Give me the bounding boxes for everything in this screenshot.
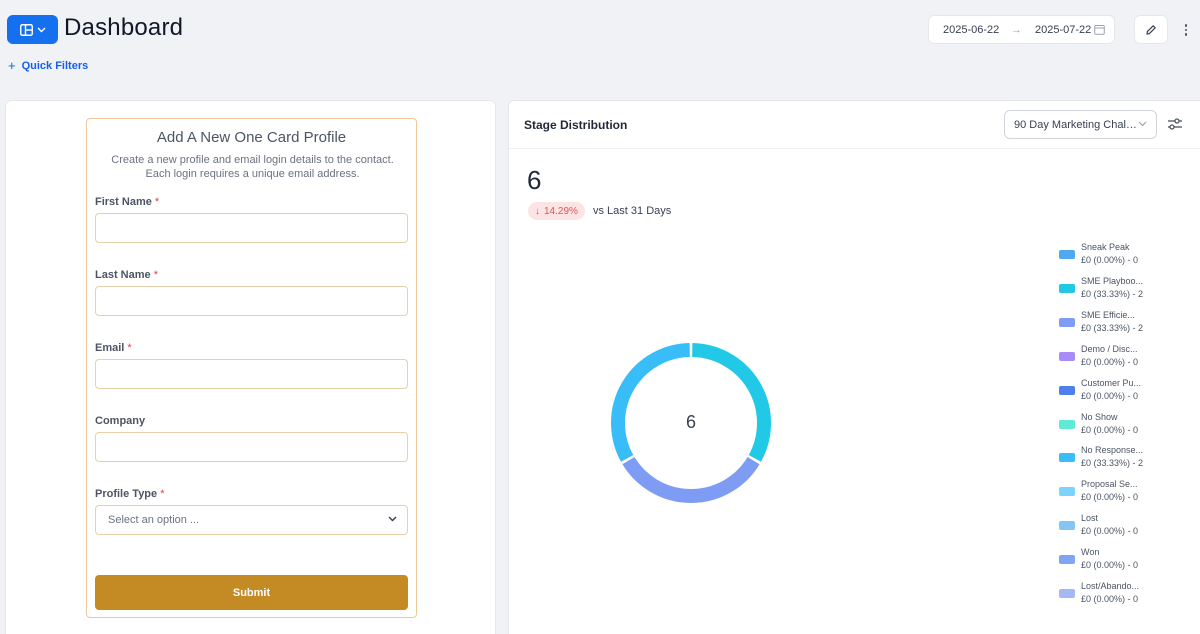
legend-item[interactable]: Won £0 (0.00%) - 0 — [1059, 547, 1159, 575]
legend-swatch — [1059, 487, 1075, 497]
legend-name: SME Playboo... — [1081, 275, 1144, 286]
date-range-picker[interactable]: 2025-06-22 → 2025-07-22 — [928, 15, 1115, 44]
donut-slice[interactable] — [611, 343, 691, 462]
legend-item[interactable]: Customer Pu... £0 (0.00%) - 0 — [1059, 378, 1159, 406]
profile-form-card: Add A New One Card Profile Create a new … — [86, 118, 417, 618]
legend-swatch — [1059, 385, 1075, 395]
legend-value: £0 (0.00%) - 0 — [1081, 424, 1139, 435]
legend-item[interactable]: Lost £0 (0.00%) - 0 — [1059, 513, 1159, 541]
arrow-down-icon: ↓ — [535, 205, 540, 217]
layout-switcher-button[interactable] — [7, 15, 58, 44]
legend-swatch — [1059, 317, 1075, 327]
settings-sliders-icon[interactable] — [1167, 117, 1183, 131]
edit-dashboard-button[interactable] — [1134, 15, 1168, 44]
pencil-icon — [1146, 24, 1156, 35]
legend-swatch — [1059, 521, 1075, 531]
plus-icon: + — [8, 58, 16, 73]
donut-slice[interactable] — [622, 456, 760, 503]
stage-distribution-panel: Stage Distribution 90 Day Marketing Chal… — [508, 100, 1200, 634]
legend-value: £0 (33.33%) - 2 — [1081, 288, 1144, 299]
date-end[interactable]: 2025-07-22 — [1035, 23, 1092, 36]
legend-name: Lost — [1081, 513, 1099, 524]
panel-title: Stage Distribution — [524, 118, 628, 132]
calendar-icon — [1094, 25, 1105, 35]
legend-swatch — [1059, 589, 1075, 598]
legend-name: Lost/Abando... — [1081, 581, 1140, 591]
legend-name: No Response... — [1081, 445, 1144, 456]
legend-swatch — [1059, 555, 1075, 565]
legend-name: Demo / Disc... — [1081, 343, 1138, 354]
pipeline-select[interactable]: 90 Day Marketing Challenge — [1004, 110, 1157, 139]
legend-swatch — [1059, 453, 1075, 463]
legend-value: £0 (0.00%) - 0 — [1081, 492, 1139, 503]
page-title: Dashboard — [64, 14, 184, 41]
company-field[interactable] — [95, 432, 408, 462]
legend-name: Customer Pu... — [1081, 377, 1142, 388]
legend-value: £0 (33.33%) - 2 — [1081, 322, 1144, 333]
legend-swatch — [1059, 283, 1075, 293]
chevron-down-icon — [388, 516, 397, 522]
change-badge: ↓ 14.29% — [528, 202, 585, 220]
quick-filters-button[interactable]: + Quick Filters — [8, 58, 88, 73]
change-percent: 14.29% — [544, 205, 578, 217]
arrow-right-icon: → — [1011, 23, 1022, 36]
legend-value: £0 (0.00%) - 0 — [1081, 390, 1139, 401]
pipeline-select-value: 90 Day Marketing Challenge — [1014, 118, 1139, 131]
form-description-line-1: Create a new profile and email login det… — [111, 154, 394, 166]
chevron-down-icon — [1138, 121, 1147, 127]
legend-item[interactable]: Demo / Disc... £0 (0.00%) - 0 — [1059, 344, 1159, 372]
form-title: Add A New One Card Profile — [156, 129, 347, 146]
legend-name: Proposal Se... — [1081, 479, 1138, 490]
legend-item[interactable]: Proposal Se... £0 (0.00%) - 0 — [1059, 479, 1159, 507]
last-name-field[interactable] — [95, 286, 408, 316]
first-name-label: First Name * — [95, 196, 160, 208]
profile-type-placeholder: Select an option ... — [108, 514, 200, 526]
email-label: Email * — [95, 342, 132, 354]
legend-swatch — [1059, 250, 1075, 259]
legend-item[interactable]: Lost/Abando... £0 (0.00%) - 0 — [1059, 581, 1159, 609]
last-name-label: Last Name * — [95, 269, 158, 281]
legend-item[interactable]: No Response... £0 (33.33%) - 2 — [1059, 445, 1159, 473]
company-label: Company — [95, 415, 146, 427]
form-description: Create a new profile and email login det… — [97, 153, 408, 181]
donut-center-label: 6 — [685, 412, 696, 432]
legend-value: £0 (0.00%) - 0 — [1081, 560, 1139, 571]
legend-name: No Show — [1081, 411, 1118, 422]
donut-slice[interactable] — [691, 343, 771, 462]
legend-value: £0 (0.00%) - 0 — [1081, 526, 1139, 537]
donut-chart — [611, 343, 771, 503]
panel-divider — [509, 148, 1200, 149]
chevron-down-icon — [37, 27, 45, 32]
more-options-icon[interactable] — [1180, 20, 1192, 40]
legend-value: £0 (0.00%) - 0 — [1081, 255, 1139, 265]
legend-item[interactable]: No Show £0 (0.00%) - 0 — [1059, 412, 1159, 440]
layout-icon — [19, 23, 33, 36]
legend-value: £0 (0.00%) - 0 — [1081, 594, 1139, 604]
email-field[interactable] — [95, 359, 408, 389]
legend-swatch — [1059, 419, 1075, 429]
first-name-field[interactable] — [95, 213, 408, 243]
legend-swatch — [1059, 351, 1075, 361]
submit-button[interactable]: Submit — [95, 575, 408, 610]
form-description-line-2: Each login requires a unique email addre… — [145, 168, 360, 180]
legend-item[interactable]: SME Efficie... £0 (33.33%) - 2 — [1059, 310, 1159, 338]
profile-type-select[interactable]: Select an option ... — [95, 505, 408, 535]
legend-item[interactable]: SME Playboo... £0 (33.33%) - 2 — [1059, 276, 1159, 304]
date-start[interactable]: 2025-06-22 — [943, 23, 1000, 36]
legend-value: £0 (33.33%) - 2 — [1081, 458, 1144, 469]
legend-value: £0 (0.00%) - 0 — [1081, 356, 1139, 367]
profile-type-label: Profile Type * — [95, 488, 165, 500]
quick-filters-label: Quick Filters — [21, 59, 89, 72]
profile-form-panel: Add A New One Card Profile Create a new … — [5, 100, 496, 634]
total-count: 6 — [527, 165, 542, 195]
legend-item[interactable]: Sneak Peak £0 (0.00%) - 0 — [1059, 242, 1159, 270]
legend-name: Won — [1081, 547, 1100, 558]
legend-name: Sneak Peak — [1081, 242, 1130, 252]
legend-name: SME Efficie... — [1081, 309, 1135, 320]
compare-label: vs Last 31 Days — [593, 205, 672, 217]
